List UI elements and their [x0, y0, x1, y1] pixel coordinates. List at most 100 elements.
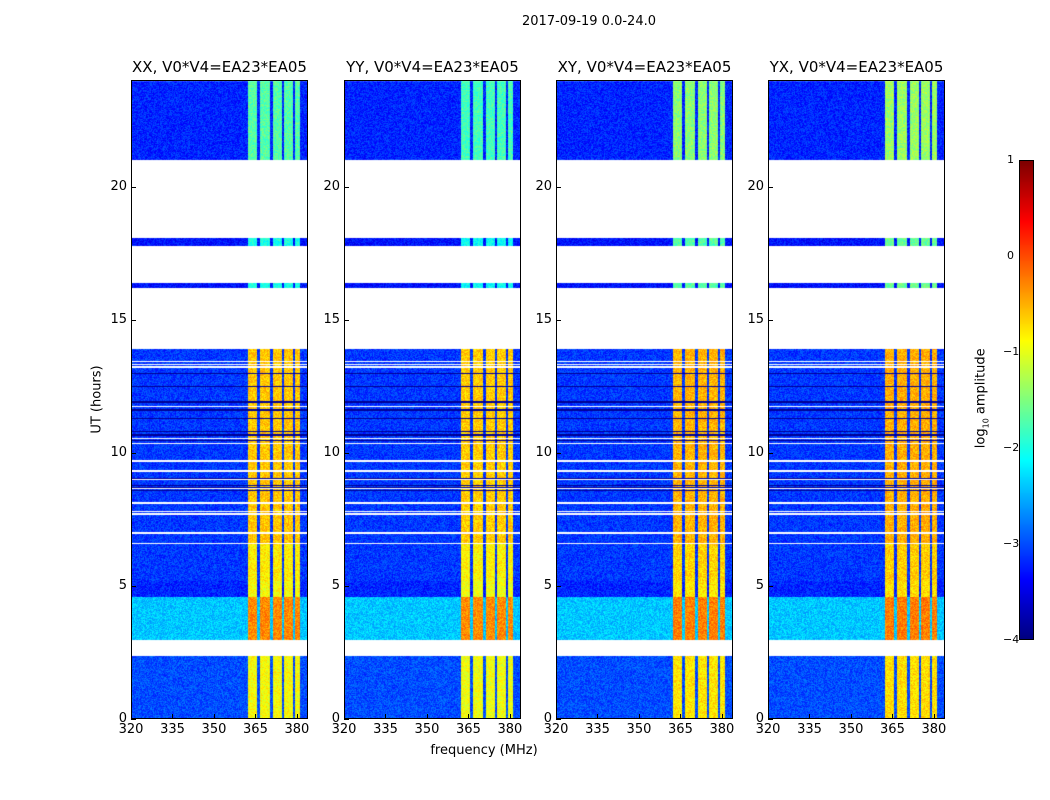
panel-title: YY, V0*V4=EA23*EA05 — [346, 58, 519, 76]
y-tick-label: 20 — [535, 178, 552, 194]
x-tick-label: 380 — [497, 722, 523, 737]
y-tick-label: 5 — [118, 577, 127, 593]
x-tick-label: 335 — [160, 722, 185, 737]
x-tick-mark — [426, 714, 428, 719]
plot-frame — [344, 80, 521, 719]
x-tick-mark — [131, 714, 132, 719]
x-tick-mark — [509, 714, 511, 719]
x-axis-label: frequency (MHz) — [430, 743, 538, 758]
x-tick-mark — [850, 714, 852, 719]
y-tick-mark — [556, 186, 561, 188]
y-tick-mark — [344, 585, 349, 587]
y-tick-mark — [556, 452, 561, 454]
y-tick-label: 5 — [543, 577, 552, 593]
y-tick-label: 20 — [747, 178, 764, 194]
y-tick-mark — [131, 186, 136, 188]
x-tick-label: 380 — [709, 722, 735, 737]
y-tick-mark — [131, 719, 136, 720]
x-tick-label: 320 — [543, 722, 569, 737]
colorbar-tick-label: −2 — [1003, 441, 1020, 454]
x-tick-mark — [172, 714, 174, 719]
y-tick-mark — [768, 186, 773, 188]
y-tick-mark — [768, 452, 773, 454]
x-tick-mark — [638, 714, 640, 719]
x-tick-label: 365 — [880, 722, 905, 737]
x-tick-label: 335 — [797, 722, 822, 737]
spectrogram-panel: XY, V0*V4=EA23*EA05 320 335 350 365 380 0 5 10 15… — [535, 58, 734, 737]
colorbar-tick-label: 0 — [1007, 249, 1014, 262]
spectrogram-panel: YY, V0*V4=EA23*EA05 320 335 350 365 380 0 5 10 15… — [323, 58, 522, 737]
y-tick-mark — [344, 186, 349, 188]
y-tick-label: 5 — [755, 577, 764, 593]
y-tick-label: 0 — [543, 711, 552, 726]
y-tick-mark — [768, 319, 773, 321]
y-tick-label: 0 — [755, 711, 764, 726]
colorbar-label: log10 amplitude — [973, 348, 991, 449]
x-tick-label: 335 — [373, 722, 398, 737]
x-tick-label: 320 — [118, 722, 144, 737]
y-tick-label: 0 — [118, 711, 127, 726]
y-axis-label: UT (hours) — [89, 365, 105, 434]
colorbar-tick-label: −1 — [1003, 345, 1020, 358]
y-tick-label: 0 — [331, 711, 340, 726]
x-tick-mark — [344, 714, 345, 719]
y-tick-label: 10 — [535, 444, 552, 460]
x-tick-label: 350 — [201, 722, 227, 737]
colorbar-tick-label: −3 — [1003, 537, 1020, 550]
x-tick-mark — [933, 714, 935, 719]
y-tick-mark — [344, 719, 349, 720]
spectrogram-image — [556, 80, 733, 719]
x-tick-label: 380 — [921, 722, 947, 737]
y-tick-mark — [344, 319, 349, 321]
panel-title: XY, V0*V4=EA23*EA05 — [557, 58, 732, 76]
x-tick-label: 320 — [331, 722, 357, 737]
x-tick-label: 380 — [284, 722, 310, 737]
y-tick-label: 20 — [110, 178, 127, 194]
colorbar — [1019, 160, 1034, 640]
x-tick-label: 365 — [243, 722, 268, 737]
panel-title: XX, V0*V4=EA23*EA05 — [132, 58, 307, 76]
spectrogram-image — [344, 80, 521, 719]
x-tick-label: 320 — [755, 722, 781, 737]
y-tick-mark — [556, 719, 561, 720]
y-tick-mark — [131, 319, 136, 321]
x-tick-label: 350 — [414, 722, 440, 737]
y-tick-label: 20 — [323, 178, 340, 194]
figure-title: 2017-09-19 0.0-24.0 — [522, 14, 656, 29]
y-tick-mark — [344, 452, 349, 454]
y-tick-label: 15 — [110, 311, 127, 327]
y-tick-label: 15 — [747, 311, 764, 327]
y-tick-label: 15 — [535, 311, 552, 327]
y-tick-label: 10 — [747, 444, 764, 460]
colorbar-tick-label: −4 — [1003, 633, 1020, 646]
x-tick-label: 365 — [456, 722, 481, 737]
y-tick-mark — [768, 719, 773, 720]
plot-frame — [556, 80, 733, 719]
y-tick-mark — [556, 585, 561, 587]
x-tick-mark — [892, 714, 894, 719]
x-tick-label: 350 — [838, 722, 864, 737]
x-tick-label: 335 — [585, 722, 610, 737]
x-tick-mark — [255, 714, 257, 719]
y-tick-mark — [131, 452, 136, 454]
x-tick-mark — [597, 714, 599, 719]
x-tick-mark — [296, 714, 298, 719]
spectrogram-image — [131, 80, 308, 719]
x-tick-mark — [385, 714, 387, 719]
spectrogram-panel: YX, V0*V4=EA23*EA05 320 335 350 365 380 0 5 10 15… — [747, 58, 946, 737]
y-tick-mark — [131, 585, 136, 587]
y-tick-label: 10 — [110, 444, 127, 460]
colorbar-tick-label: 1 — [1007, 153, 1014, 166]
x-tick-mark — [468, 714, 470, 719]
x-tick-mark — [556, 714, 557, 719]
y-tick-label: 5 — [331, 577, 340, 593]
panel-title: YX, V0*V4=EA23*EA05 — [769, 58, 944, 76]
y-tick-label: 10 — [323, 444, 340, 460]
spectrogram-image — [768, 80, 945, 719]
y-tick-mark — [556, 319, 561, 321]
x-tick-mark — [680, 714, 682, 719]
y-tick-mark — [768, 585, 773, 587]
x-tick-label: 365 — [668, 722, 693, 737]
x-tick-mark — [721, 714, 723, 719]
plot-frame — [131, 80, 308, 719]
